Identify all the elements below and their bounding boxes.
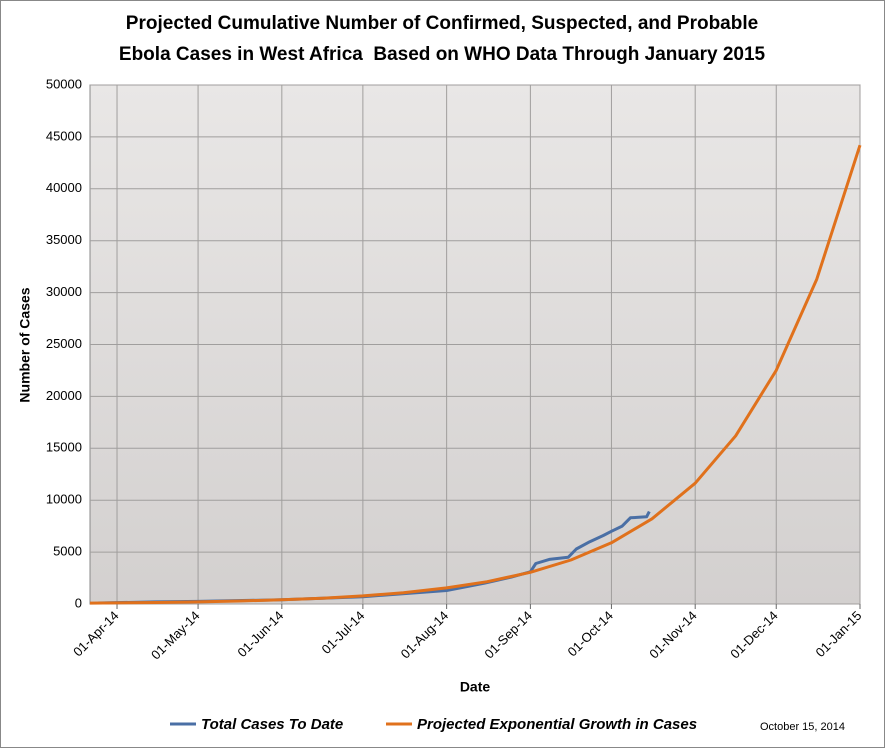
y-tick-label: 25000 [46, 336, 82, 351]
x-axis-title: Date [460, 679, 491, 695]
y-tick-label: 35000 [46, 232, 82, 247]
y-tick-label: 5000 [53, 544, 82, 559]
y-tick-label: 30000 [46, 284, 82, 299]
chart-title: Projected Cumulative Number of Confirmed… [126, 13, 758, 34]
y-tick-label: 50000 [46, 76, 82, 91]
legend-label: Projected Exponential Growth in Cases [417, 716, 697, 733]
legend-label: Total Cases To Date [201, 716, 343, 733]
chart-title: Ebola Cases in West Africa Based on WHO … [119, 44, 766, 65]
data-line [89, 144, 862, 605]
y-tick-label: 45000 [46, 128, 82, 143]
y-tick-label: 40000 [46, 180, 82, 195]
y-tick-label: 10000 [46, 492, 82, 507]
y-axis-title: Number of Cases [17, 287, 33, 402]
y-tick-label: 15000 [46, 440, 82, 455]
y-tick-label: 20000 [46, 388, 82, 403]
date-stamp: October 15, 2014 [760, 721, 845, 733]
y-tick-label: 0 [75, 595, 82, 610]
